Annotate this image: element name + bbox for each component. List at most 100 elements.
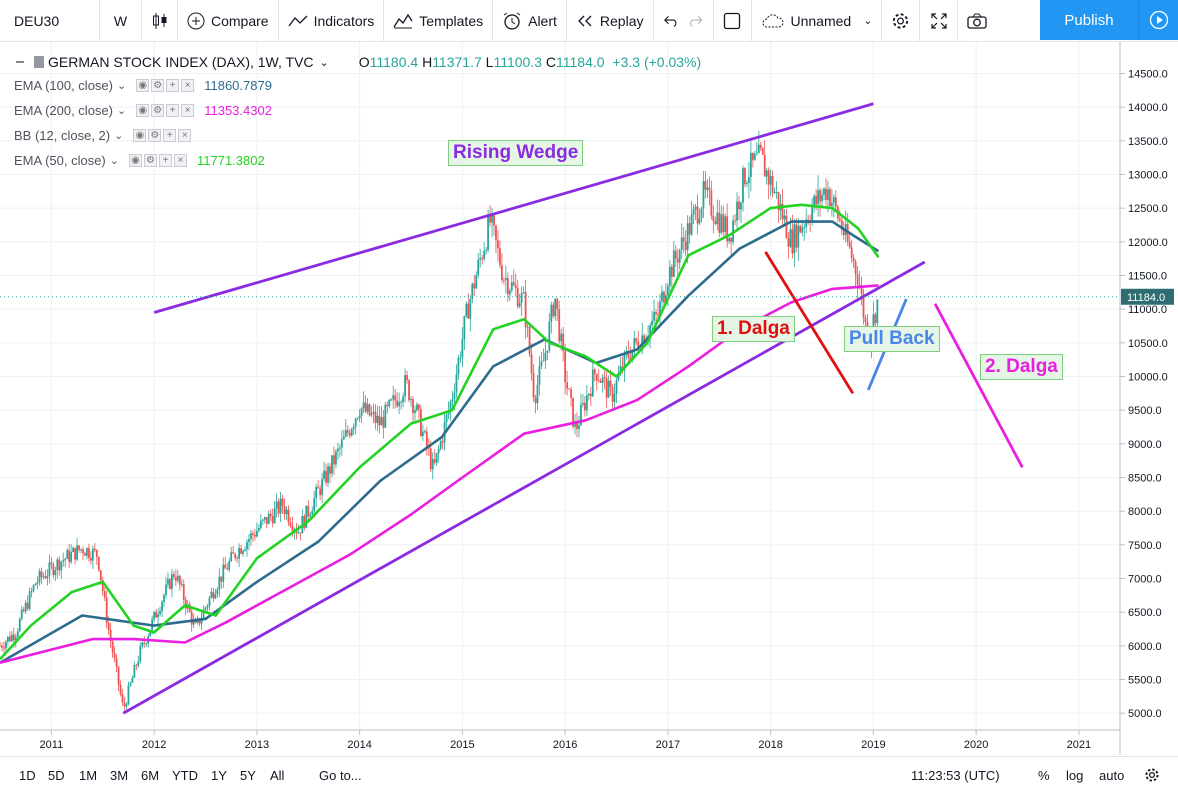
candle-body <box>548 321 551 351</box>
range-button[interactable]: 6M <box>141 768 160 783</box>
expand-icon <box>931 12 947 29</box>
replay-button[interactable]: Replay <box>567 0 654 42</box>
candle-body <box>643 335 646 344</box>
candle-body <box>516 288 519 307</box>
candle-body <box>222 564 225 582</box>
auto-toggle[interactable]: auto <box>1099 768 1125 783</box>
gear-icon[interactable] <box>1144 767 1160 783</box>
range-button[interactable]: 1D <box>19 768 36 783</box>
ohlc-values: O11180.4 H11371.7 L11100.3 C11184.0 +3.3… <box>358 54 702 70</box>
publish-button[interactable]: Publish <box>1040 0 1138 40</box>
indicator-name[interactable]: BB (12, close, 2) <box>14 128 111 143</box>
candle-body <box>169 579 171 589</box>
wave1-label[interactable]: 1. Dalga <box>712 316 795 342</box>
range-button[interactable]: YTD <box>172 768 198 783</box>
eye-icon[interactable]: ◉ <box>136 104 150 117</box>
interval-button[interactable]: W <box>100 0 142 42</box>
candle-body <box>542 360 545 362</box>
undo-redo-group <box>654 0 714 42</box>
play-button[interactable] <box>1138 0 1178 40</box>
eye-icon[interactable]: ◉ <box>128 154 142 167</box>
rising-wedge-label[interactable]: Rising Wedge <box>448 140 584 166</box>
chevron-down-icon: ⌄ <box>863 15 873 27</box>
close-icon[interactable]: × <box>181 79 195 92</box>
templates-button[interactable]: Templates <box>384 0 494 42</box>
indicator-row: EMA (50, close) ⌄ ◉ ⚙ + × 11771.3802 <box>14 153 265 168</box>
candle-body <box>815 196 817 205</box>
plus-icon[interactable]: + <box>166 79 180 92</box>
symbol-title[interactable]: GERMAN STOCK INDEX (DAX), 1W, TVC <box>48 54 314 70</box>
indicator-name[interactable]: EMA (50, close) <box>14 153 106 168</box>
candle-body <box>611 387 614 402</box>
compare-button[interactable]: Compare <box>178 0 279 42</box>
indicator-name[interactable]: EMA (100, close) <box>14 78 113 93</box>
alert-button[interactable]: Alert <box>493 0 567 42</box>
candle-body <box>129 682 132 686</box>
range-button[interactable]: 3M <box>110 768 129 783</box>
chevron-down-icon[interactable]: ⌄ <box>117 80 127 92</box>
log-toggle[interactable]: log <box>1066 768 1084 783</box>
expand-button[interactable] <box>920 0 959 42</box>
close-icon[interactable]: × <box>173 154 187 167</box>
range-button[interactable]: 5Y <box>240 768 256 783</box>
candle-body <box>738 201 740 210</box>
range-button[interactable]: 5D <box>48 768 65 783</box>
gear-icon[interactable]: ⚙ <box>148 129 162 142</box>
snapshot-button[interactable] <box>958 0 996 42</box>
eye-icon[interactable]: ◉ <box>136 79 150 92</box>
settings-button[interactable] <box>882 0 921 42</box>
range-button[interactable]: 1M <box>79 768 98 783</box>
undo-icon[interactable] <box>663 14 680 28</box>
redo-icon[interactable] <box>687 14 704 28</box>
plus-icon[interactable]: + <box>163 129 177 142</box>
candle-body <box>746 183 748 185</box>
candle-body <box>862 293 865 318</box>
candle-body <box>680 237 683 251</box>
candle-body <box>115 658 118 667</box>
wave2-label[interactable]: 2. Dalga <box>980 354 1063 380</box>
candle-body <box>528 326 531 355</box>
plus-icon[interactable]: + <box>158 154 172 167</box>
candle-body <box>230 552 233 561</box>
candle-body <box>514 285 517 289</box>
layout-menu[interactable]: Unnamed ⌄ <box>752 0 883 42</box>
symbol-search[interactable]: DEU30 <box>0 0 100 42</box>
candle-body <box>811 207 814 223</box>
candle-body <box>311 511 314 515</box>
range-button[interactable]: All <box>270 768 285 783</box>
goto-button[interactable]: Go to... <box>319 768 362 783</box>
gear-icon[interactable]: ⚙ <box>151 104 165 117</box>
candle-body <box>524 291 527 328</box>
price-axis[interactable]: 5000.0 5500.0 6000.0 6500.0 7000.0 7500.0 8000… <box>1120 68 1168 720</box>
chevron-down-icon[interactable]: ⌄ <box>319 56 329 69</box>
candle-body <box>315 486 318 499</box>
candle-body <box>386 404 389 407</box>
percent-toggle[interactable]: % <box>1038 768 1050 783</box>
chevron-down-icon[interactable]: ⌄ <box>114 130 124 142</box>
eye-icon[interactable]: ◉ <box>133 129 147 142</box>
chart-type-button[interactable] <box>142 0 178 42</box>
indicator-name[interactable]: EMA (200, close) <box>14 103 113 118</box>
candle-body <box>206 605 209 608</box>
candle-body <box>686 223 689 251</box>
plus-icon[interactable]: + <box>166 104 180 117</box>
gear-icon[interactable]: ⚙ <box>143 154 157 167</box>
candle-body <box>333 455 335 465</box>
chevron-down-icon[interactable]: ⌄ <box>109 155 119 167</box>
clock-readout[interactable]: 11:23:53 (UTC) <box>911 768 1000 783</box>
chevron-down-icon[interactable]: ⌄ <box>117 105 127 117</box>
pullback-label[interactable]: Pull Back <box>844 326 940 352</box>
candle-body <box>360 408 363 416</box>
indicators-icon <box>288 15 308 26</box>
fullscreen-toggle[interactable] <box>714 0 752 42</box>
close-icon[interactable]: × <box>178 129 192 142</box>
close-icon[interactable]: × <box>181 104 195 117</box>
gear-icon[interactable]: ⚙ <box>151 79 165 92</box>
indicators-button[interactable]: Indicators <box>279 0 385 42</box>
candle-body <box>289 522 292 526</box>
candle-body <box>552 304 555 317</box>
time-axis[interactable]: 2011 2012 2013 2014 2015 2016 2017 2018 2019 2020… <box>40 730 1092 751</box>
range-button[interactable]: 1Y <box>211 768 227 783</box>
collapse-icon[interactable] <box>14 56 26 68</box>
